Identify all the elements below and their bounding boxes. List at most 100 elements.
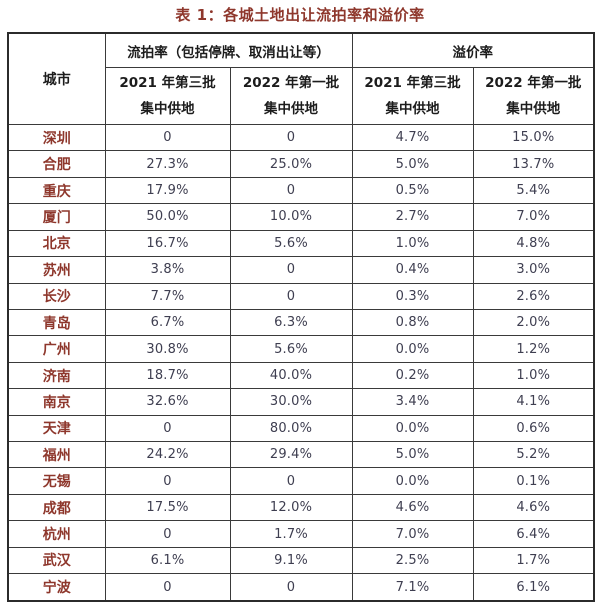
value-cell: 0	[229, 256, 353, 284]
sub-header-line2: 集中供地	[506, 101, 561, 117]
value-cell: 1.7%	[229, 520, 353, 548]
value-cell: 0	[104, 467, 231, 495]
value-cell: 4.8%	[472, 229, 595, 258]
value-cell: 25.0%	[229, 150, 353, 178]
city-cell: 北京	[7, 229, 106, 258]
value-cell: 6.7%	[104, 308, 231, 337]
value-cell: 0	[229, 282, 353, 310]
value-cell: 0	[104, 414, 231, 443]
value-cell: 12.0%	[229, 493, 353, 522]
value-cell: 15.0%	[472, 123, 595, 152]
value-cell: 0	[104, 573, 231, 602]
value-cell: 0	[229, 123, 353, 152]
land-auction-table: 城市 流拍率（包括停牌、取消出让等） 溢价率 2021 年第三批 集中供地 2022…	[7, 32, 595, 602]
city-cell: 天津	[7, 414, 106, 443]
value-cell: 4.7%	[351, 123, 474, 152]
table-header: 城市 流拍率（包括停牌、取消出让等） 溢价率 2021 年第三批 集中供地 2022…	[7, 32, 595, 125]
value-cell: 5.6%	[229, 335, 353, 363]
group-header-premium-rate: 溢价率	[351, 32, 595, 68]
table-row: 北京 16.7% 5.6% 1.0% 4.8%	[7, 229, 595, 258]
value-cell: 80.0%	[229, 414, 353, 443]
value-cell: 10.0%	[229, 203, 353, 231]
value-cell: 6.3%	[229, 308, 353, 337]
value-cell: 6.4%	[472, 520, 595, 548]
table-row: 武汉 6.1% 9.1% 2.5% 1.7%	[7, 546, 595, 575]
city-column-header: 城市	[7, 32, 106, 125]
value-cell: 0	[104, 520, 231, 548]
table-row: 合肥 27.3% 25.0% 5.0% 13.7%	[7, 150, 595, 178]
value-cell: 4.6%	[351, 493, 474, 522]
table-body: 深圳 0 0 4.7% 15.0% 合肥 27.3% 25.0% 5.0% 13.7% 重庆 17.9…	[7, 123, 595, 602]
city-cell: 武汉	[7, 546, 106, 575]
table-row: 厦门 50.0% 10.0% 2.7% 7.0%	[7, 203, 595, 231]
table-row: 长沙 7.7% 0 0.3% 2.6%	[7, 282, 595, 310]
city-cell: 成都	[7, 493, 106, 522]
value-cell: 27.3%	[104, 150, 231, 178]
city-cell: 无锡	[7, 467, 106, 495]
value-cell: 5.0%	[351, 441, 474, 469]
value-cell: 2.0%	[472, 308, 595, 337]
city-cell: 福州	[7, 441, 106, 469]
city-cell: 济南	[7, 361, 106, 390]
table-row: 宁波 0 0 7.1% 6.1%	[7, 573, 595, 602]
value-cell: 6.1%	[104, 546, 231, 575]
value-cell: 0.2%	[351, 361, 474, 390]
value-cell: 50.0%	[104, 203, 231, 231]
sub-header-cell-1: 2022 年第一批 集中供地	[229, 67, 353, 125]
value-cell: 2.6%	[472, 282, 595, 310]
value-cell: 5.4%	[472, 176, 595, 205]
table-row: 南京 32.6% 30.0% 3.4% 4.1%	[7, 388, 595, 416]
city-cell: 重庆	[7, 176, 106, 205]
value-cell: 0.0%	[351, 467, 474, 495]
sub-header-line2: 集中供地	[264, 101, 318, 117]
city-cell: 深圳	[7, 123, 106, 152]
value-cell: 0	[229, 573, 353, 602]
value-cell: 9.1%	[229, 546, 353, 575]
value-cell: 18.7%	[104, 361, 231, 390]
value-cell: 0	[104, 123, 231, 152]
table-row: 苏州 3.8% 0 0.4% 3.0%	[7, 256, 595, 284]
sub-header-line1: 2021 年第三批	[364, 75, 461, 91]
sub-header-cell-3: 2022 年第一批 集中供地	[472, 67, 595, 125]
group-header-row: 城市 流拍率（包括停牌、取消出让等） 溢价率	[7, 32, 595, 125]
value-cell: 1.7%	[472, 546, 595, 575]
value-cell: 5.6%	[229, 229, 353, 258]
sub-header-cell-2: 2021 年第三批 集中供地	[351, 67, 474, 125]
value-cell: 0.5%	[351, 176, 474, 205]
value-cell: 7.7%	[104, 282, 231, 310]
group-header-failure-rate: 流拍率（包括停牌、取消出让等）	[104, 32, 353, 68]
sub-header-line2: 集中供地	[385, 101, 440, 117]
value-cell: 40.0%	[229, 361, 353, 390]
value-cell: 0.8%	[351, 308, 474, 337]
value-cell: 29.4%	[229, 441, 353, 469]
value-cell: 0.0%	[351, 414, 474, 443]
table-row: 重庆 17.9% 0 0.5% 5.4%	[7, 176, 595, 205]
data-table-container: 城市 流拍率（包括停牌、取消出让等） 溢价率 2021 年第三批 集中供地 2022…	[7, 32, 595, 602]
table-row: 青岛 6.7% 6.3% 0.8% 2.0%	[7, 308, 595, 337]
value-cell: 1.0%	[472, 361, 595, 390]
table-row: 杭州 0 1.7% 7.0% 6.4%	[7, 520, 595, 548]
table-row: 福州 24.2% 29.4% 5.0% 5.2%	[7, 441, 595, 469]
value-cell: 3.0%	[472, 256, 595, 284]
value-cell: 0	[229, 467, 353, 495]
table-row: 深圳 0 0 4.7% 15.0%	[7, 123, 595, 152]
city-cell: 宁波	[7, 573, 106, 602]
value-cell: 5.2%	[472, 441, 595, 469]
city-cell: 青岛	[7, 308, 106, 337]
value-cell: 7.0%	[472, 203, 595, 231]
value-cell: 4.1%	[472, 388, 595, 416]
value-cell: 32.6%	[104, 388, 231, 416]
sub-header-cell-0: 2021 年第三批 集中供地	[104, 67, 231, 125]
table-row: 天津 0 80.0% 0.0% 0.6%	[7, 414, 595, 443]
value-cell: 17.5%	[104, 493, 231, 522]
value-cell: 1.0%	[351, 229, 474, 258]
sub-header-line1: 2022 年第一批	[242, 75, 340, 91]
city-cell: 南京	[7, 388, 106, 416]
value-cell: 0.4%	[351, 256, 474, 284]
value-cell: 1.2%	[472, 335, 595, 363]
value-cell: 0.3%	[351, 282, 474, 310]
city-cell: 合肥	[7, 150, 106, 178]
value-cell: 24.2%	[104, 441, 231, 469]
value-cell: 30.0%	[229, 388, 353, 416]
